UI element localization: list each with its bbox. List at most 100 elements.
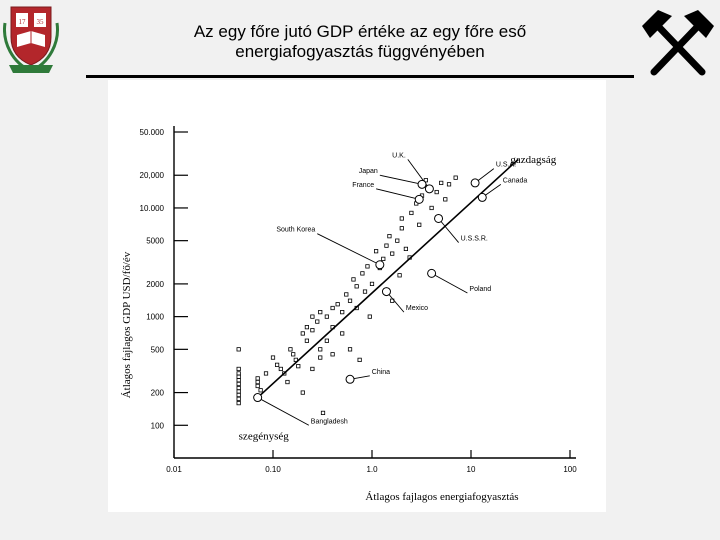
data-point (439, 180, 444, 186)
labeled-point-marker (253, 393, 263, 403)
y-tick-label: 100 (151, 421, 165, 430)
crest-year-right: 35 (37, 18, 45, 26)
data-point (347, 298, 353, 303)
data-point (340, 331, 345, 336)
data-point (373, 249, 379, 254)
data-point (318, 310, 323, 315)
labeled-point-marker (470, 178, 480, 188)
data-point (310, 328, 315, 333)
data-point (236, 392, 241, 398)
chart-figure: 100 200 500 1000 2000 5000 10.000 20,000 50.000 0… (108, 80, 606, 512)
x-axis-label: Átlagos fajlagos energiafogyasztás (365, 491, 518, 503)
data-point (288, 347, 293, 352)
data-point (318, 355, 323, 360)
label-leader-line (317, 233, 381, 266)
data-point (263, 371, 269, 376)
data-point (403, 246, 408, 251)
data-point (381, 256, 386, 261)
data-point (367, 314, 372, 319)
y-axis-label: Átlagos fajlagos GDP USD/fő/év (121, 251, 133, 398)
data-point (399, 226, 404, 231)
data-point (357, 357, 362, 362)
data-point (236, 396, 241, 401)
chart-labels: gazdagság szegénység Átlagos fajlagos ener… (121, 154, 557, 503)
data-point (270, 355, 276, 360)
data-point (296, 364, 301, 369)
label-leader-line (438, 218, 459, 243)
data-point (384, 243, 389, 248)
x-tick-label: 1.0 (366, 465, 378, 474)
x-tick-label: 100 (563, 465, 577, 474)
labeled-point-marker (424, 184, 434, 194)
y-tick-label: 1000 (146, 313, 164, 322)
data-point (300, 390, 305, 395)
data-point (315, 319, 320, 324)
y-tick-label: 2000 (146, 280, 164, 289)
data-point (278, 366, 283, 372)
data-point (236, 378, 241, 383)
slide-title-line-2: energiafogyasztás függvényében (235, 42, 485, 61)
data-point (255, 379, 260, 385)
data-point (236, 389, 241, 394)
data-point (330, 325, 335, 330)
data-point (409, 210, 414, 216)
annotation-gazdagsag: gazdagság (510, 154, 556, 166)
data-point (300, 331, 305, 336)
data-point (395, 238, 400, 243)
data-point (330, 352, 335, 357)
data-point (351, 277, 356, 282)
data-point (399, 216, 404, 221)
data-point (390, 251, 395, 256)
y-tick-label: 500 (151, 345, 165, 354)
annotation-szegenyseg: szegénység (239, 430, 290, 442)
labeled-points: U.K. Japan France U.S.A. Canada South Korea U.… (253, 152, 528, 426)
data-point (429, 205, 434, 211)
data-point (310, 366, 315, 372)
data-point (255, 383, 260, 389)
data-point (344, 292, 349, 297)
data-point (365, 264, 370, 269)
data-point (324, 338, 329, 343)
trend-line (257, 158, 519, 399)
data-point (347, 347, 353, 352)
point-label: China (372, 369, 390, 376)
data-point (369, 281, 375, 287)
slide-title-line-1: Az egy főre jutó GDP értéke az egy főre … (193, 22, 527, 41)
y-tick-label: 200 (151, 389, 165, 398)
point-label: U.K. (392, 152, 406, 159)
data-point (285, 379, 290, 385)
point-label: Canada (503, 177, 528, 184)
data-point (340, 310, 345, 315)
data-point (255, 376, 260, 381)
point-label: Japan (359, 168, 378, 175)
data-point (446, 182, 452, 187)
label-leader-line (379, 174, 423, 185)
labeled-point-marker (477, 192, 487, 202)
label-leader-line (431, 272, 468, 294)
data-point (354, 284, 359, 289)
point-label: U.S.S.R. (461, 236, 488, 243)
university-crest: 17 35 (3, 6, 59, 73)
data-point (310, 314, 315, 319)
slide-title: Az egy főre jutó GDP értéke az egy főre … (150, 22, 570, 62)
scatter-chart: 100 200 500 1000 2000 5000 10.000 20,000 50.000 0… (121, 126, 578, 503)
point-label: Bangladesh (311, 418, 348, 425)
chart-ticks: 100 200 500 1000 2000 5000 10.000 20,000 50.000 0… (140, 128, 578, 474)
data-point (330, 305, 335, 311)
trend-line-group (257, 158, 519, 399)
data-point (443, 197, 448, 202)
point-label: France (352, 182, 374, 189)
labeled-point-marker (414, 194, 424, 204)
data-point (304, 338, 309, 343)
x-tick-label: 0.10 (265, 465, 281, 474)
crest-year-left: 17 (19, 18, 27, 26)
data-point (236, 385, 241, 391)
data-point (324, 314, 329, 319)
data-point (236, 366, 241, 372)
label-leader-line (257, 397, 310, 426)
data-point (387, 234, 392, 239)
data-point (320, 410, 326, 416)
data-point (274, 362, 280, 367)
labeled-point-marker (417, 179, 427, 189)
data-point (453, 175, 458, 180)
